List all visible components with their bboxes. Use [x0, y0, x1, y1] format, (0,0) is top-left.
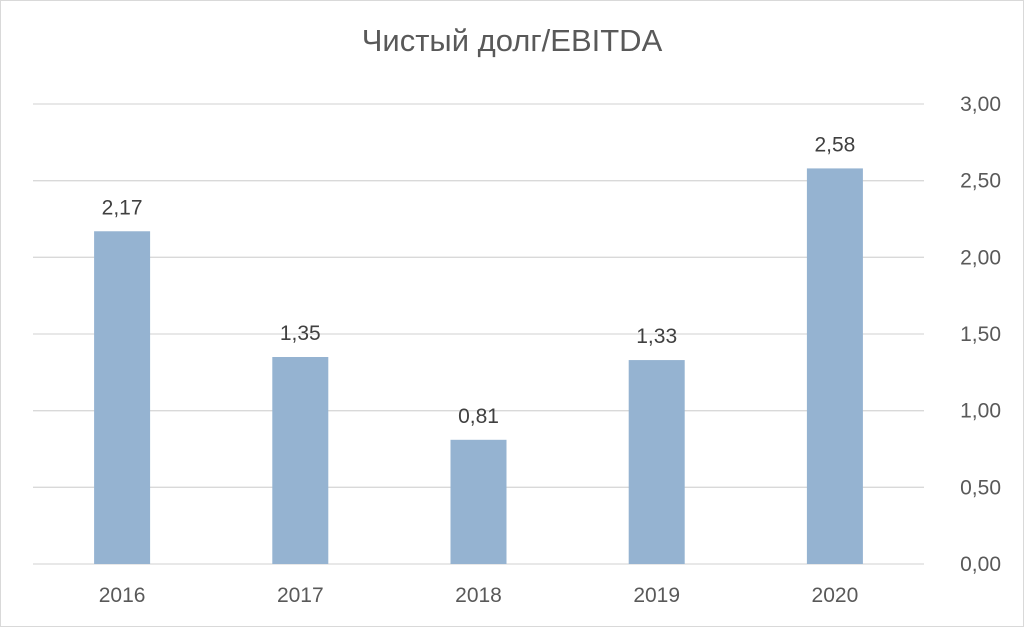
data-label: 1,35 — [280, 322, 321, 345]
y-tick-label: 1,50 — [960, 323, 1001, 346]
data-label: 0,81 — [458, 405, 499, 428]
x-tick-label: 2020 — [812, 584, 859, 607]
y-tick-label: 0,00 — [960, 553, 1001, 576]
chart-title: Чистый долг/EBITDA — [361, 23, 663, 58]
data-label: 2,17 — [102, 196, 143, 219]
data-label: 1,33 — [636, 325, 677, 348]
bar — [272, 357, 329, 564]
x-tick-label: 2016 — [99, 584, 146, 607]
x-tick-label: 2019 — [633, 584, 680, 607]
bar — [450, 439, 507, 564]
x-tick-label: 2018 — [455, 584, 502, 607]
bar — [628, 360, 685, 564]
bar — [94, 231, 151, 564]
y-tick-label: 2,00 — [960, 246, 1001, 269]
y-tick-label: 0,50 — [960, 476, 1001, 499]
x-tick-label: 2017 — [277, 584, 324, 607]
y-tick-label: 3,00 — [960, 93, 1001, 116]
bar — [806, 168, 863, 564]
data-label: 2,58 — [814, 133, 855, 156]
y-tick-label: 1,00 — [960, 400, 1001, 423]
y-tick-label: 2,50 — [960, 170, 1001, 193]
